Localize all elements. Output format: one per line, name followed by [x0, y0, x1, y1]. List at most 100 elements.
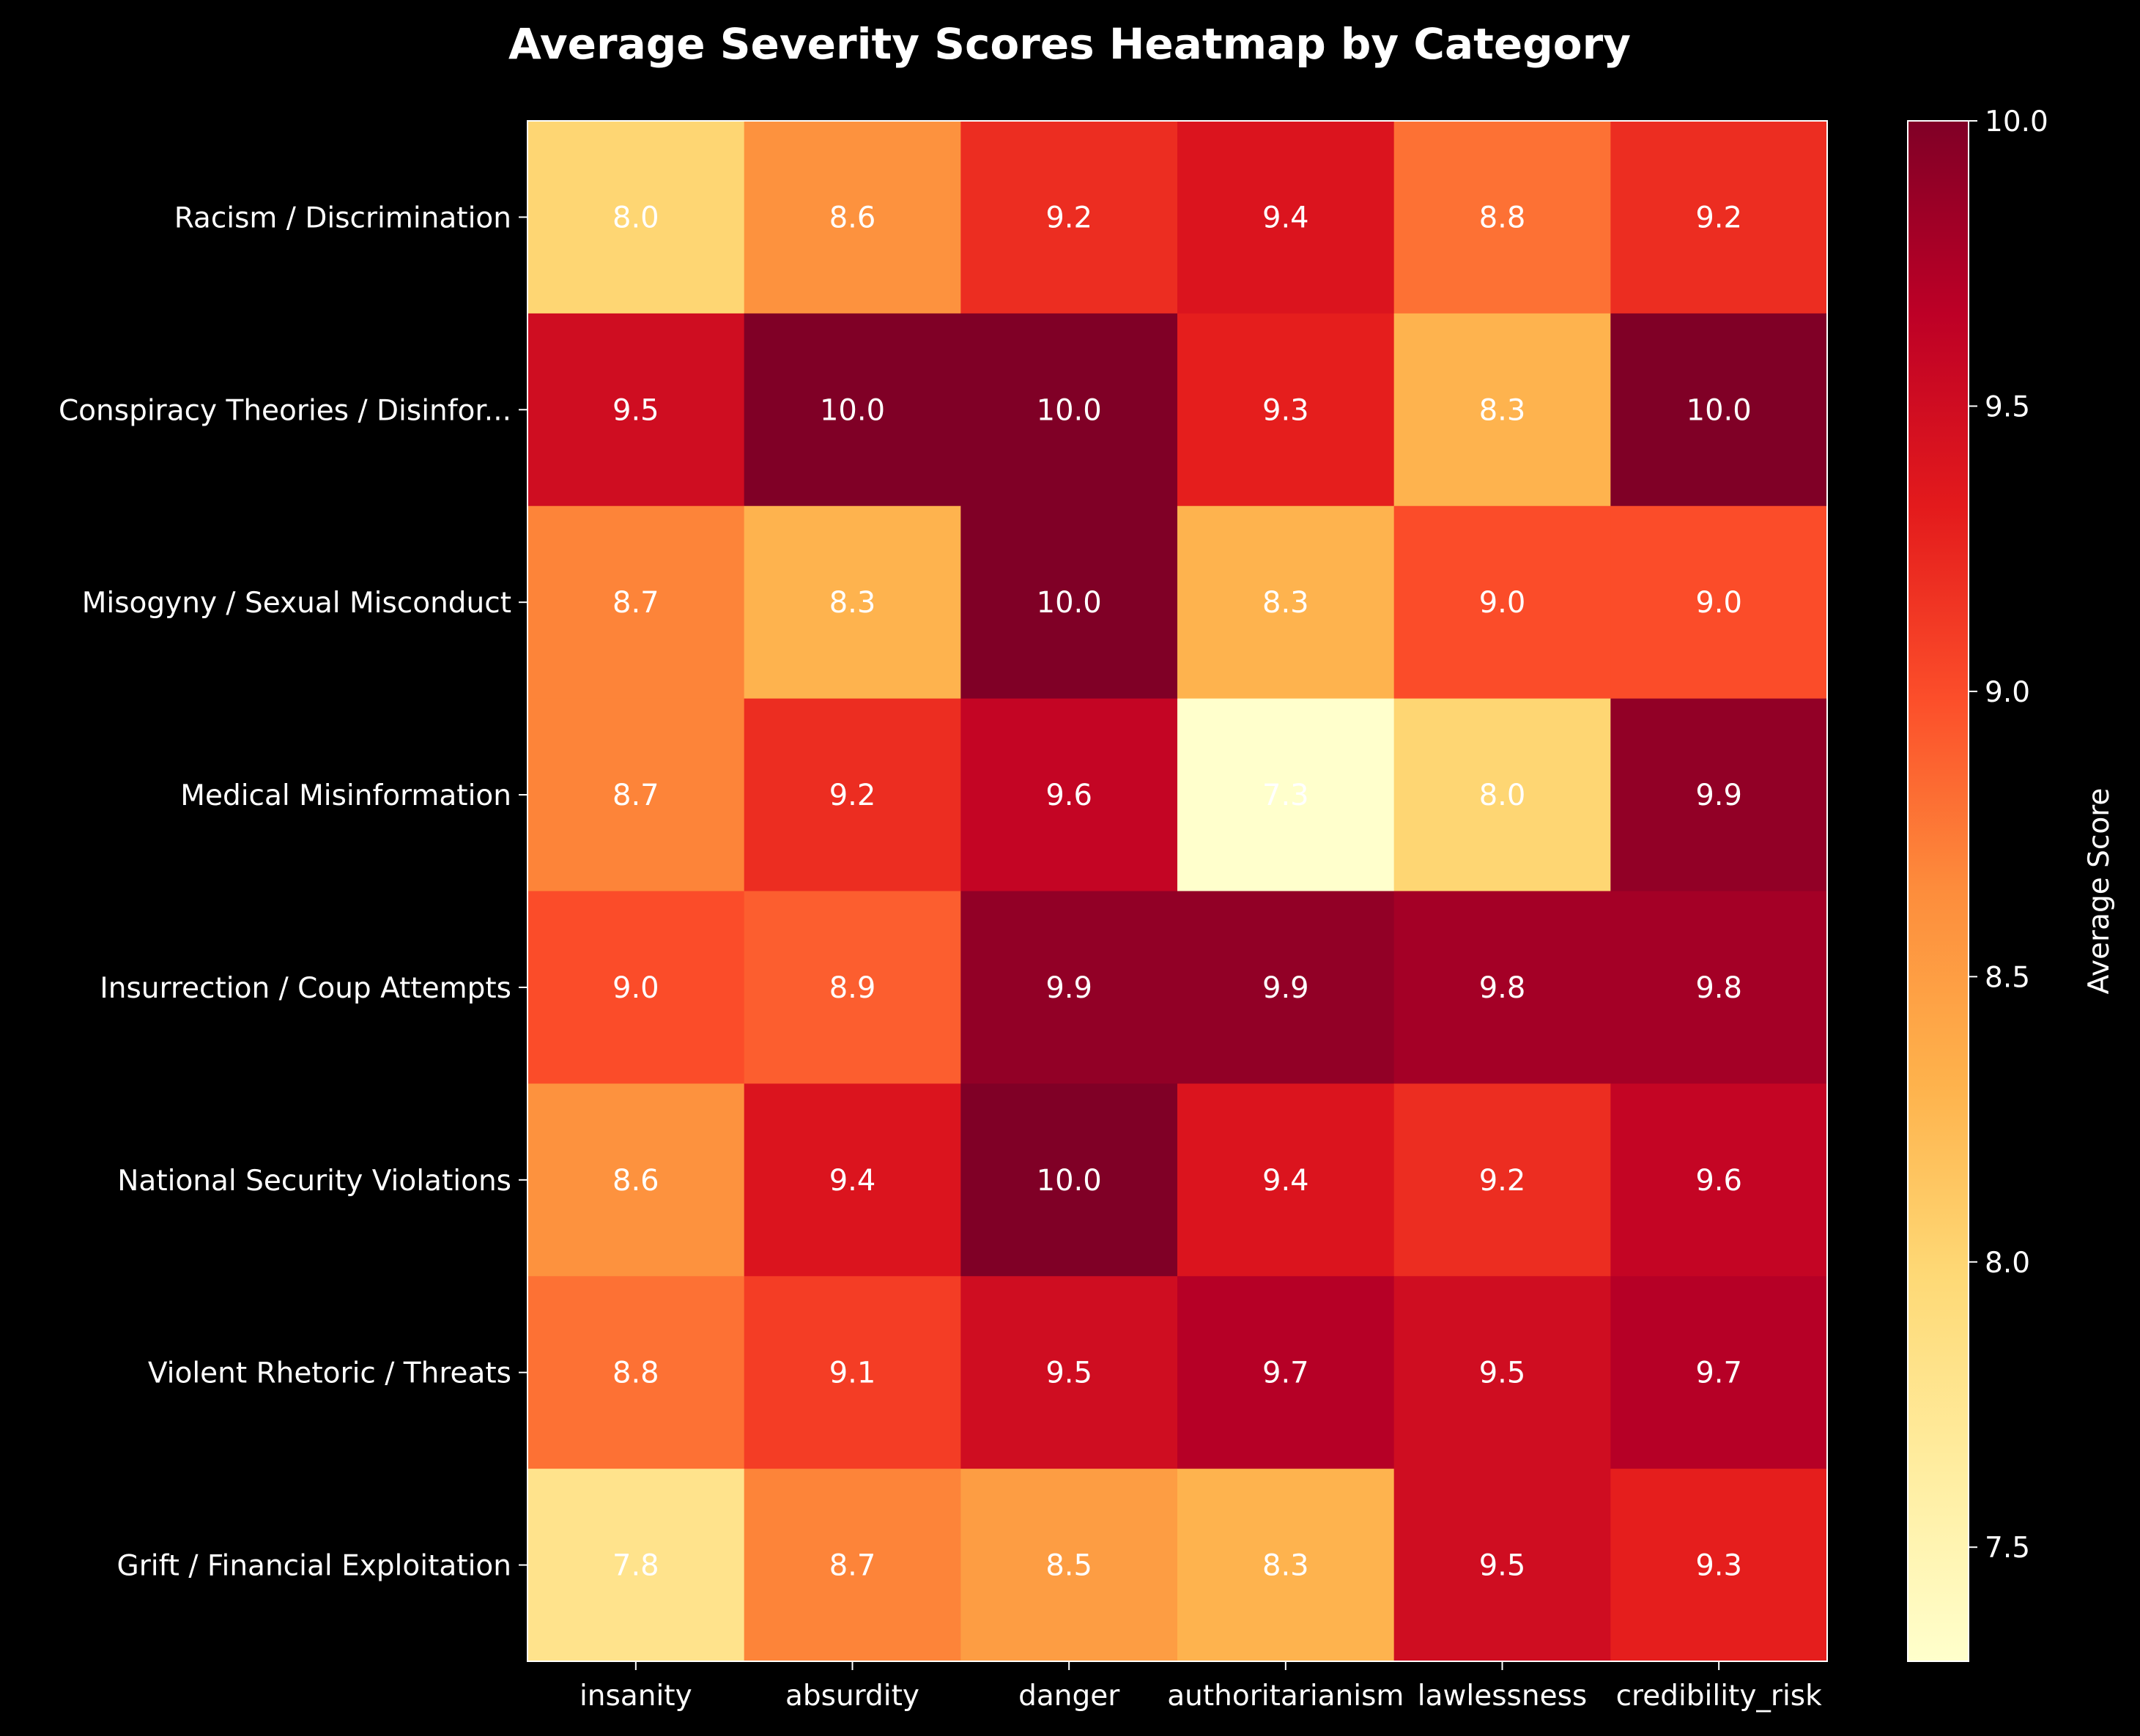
- cell-value-label: 9.4: [1262, 201, 1309, 234]
- row-label: National Security Violations: [117, 1165, 511, 1198]
- cell-value-label: 9.2: [829, 779, 876, 812]
- heatmap-cells: [527, 120, 1828, 1662]
- heatmap-cell: [744, 1083, 961, 1277]
- cell-value-label: 8.6: [829, 201, 876, 234]
- row-labels: Racism / Discrimination Conspiracy Theori…: [59, 201, 527, 1583]
- cell-value-label: 9.6: [1045, 779, 1092, 812]
- cell-value-label: 9.7: [1262, 1357, 1309, 1390]
- heatmap-cell: [1393, 698, 1611, 891]
- cell-value-label: 9.0: [612, 971, 659, 1005]
- cell-value-label: 9.3: [1695, 1549, 1742, 1583]
- heatmap-cell: [1393, 891, 1611, 1084]
- cell-value-label: 9.9: [1045, 971, 1092, 1005]
- cell-value-label: 9.5: [1479, 1549, 1526, 1583]
- heatmap-cell: [1177, 121, 1395, 314]
- heatmap-cell: [527, 1083, 745, 1277]
- heatmap-cell: [1177, 1083, 1395, 1277]
- column-label: credibility_risk: [1616, 1680, 1823, 1713]
- heatmap-cell: [527, 313, 745, 507]
- heatmap-cell: [1177, 891, 1395, 1084]
- cell-value-label: 10.0: [1037, 1164, 1102, 1198]
- cell-value-label: 8.7: [612, 779, 659, 812]
- heatmap-cell: [1177, 1469, 1395, 1662]
- heatmap-cell: [744, 1469, 961, 1662]
- colorbar: 7.5 8.0 8.5 9.0 9.5 10.0 Average Score: [1907, 105, 2116, 1662]
- colorbar-tick-label: 10.0: [1985, 105, 2048, 138]
- cell-value-label: 8.3: [1479, 393, 1526, 427]
- row-label: Violent Rhetoric / Threats: [148, 1357, 511, 1390]
- heatmap-cell: [527, 1276, 745, 1469]
- cell-value-label: 9.2: [1479, 1164, 1526, 1198]
- heatmap-cell: [1177, 1276, 1395, 1469]
- cell-value-label: 8.0: [1479, 779, 1526, 812]
- cell-value-label: 9.7: [1695, 1357, 1742, 1390]
- row-label: Medical Misinformation: [180, 779, 511, 812]
- row-label: Conspiracy Theories / Disinfor...: [59, 394, 511, 427]
- heatmap-cell: [960, 1083, 1178, 1277]
- cell-value-label: 9.1: [829, 1357, 876, 1390]
- colorbar-label: Average Score: [2083, 788, 2116, 995]
- heatmap-cell: [527, 1469, 745, 1662]
- cell-value-label: 8.3: [1262, 586, 1309, 620]
- heatmap-cell: [960, 313, 1178, 507]
- heatmap-cell: [960, 891, 1178, 1084]
- cell-value-label: 9.0: [1695, 586, 1742, 620]
- heatmap-cell: [1177, 313, 1395, 507]
- cell-value-label: 9.9: [1695, 779, 1742, 812]
- cell-value-label: 10.0: [1037, 586, 1102, 620]
- colorbar-tick-label: 9.0: [1985, 676, 2030, 709]
- heatmap-cell: [1610, 505, 1828, 700]
- colorbar-tick-label: 9.5: [1985, 390, 2030, 423]
- cell-value-label: 10.0: [1037, 393, 1102, 427]
- colorbar-gradient: [1907, 120, 1969, 1662]
- heatmap-cell: [1393, 1469, 1611, 1662]
- heatmap-cell: [1610, 1469, 1828, 1662]
- heatmap-cell: [1610, 313, 1828, 507]
- heatmap-cell: [1393, 1083, 1611, 1277]
- cell-value-label: 8.3: [829, 586, 876, 620]
- cell-value-label: 8.8: [612, 1357, 659, 1390]
- heatmap-cell: [960, 121, 1178, 314]
- heatmap-cell: [1177, 505, 1395, 700]
- cell-value-label: 9.2: [1695, 201, 1742, 234]
- cell-value-label: 8.9: [829, 971, 876, 1005]
- row-label: Misogyny / Sexual Misconduct: [82, 587, 511, 620]
- cell-value-label: 8.6: [612, 1164, 659, 1198]
- heatmap-cell: [960, 1469, 1178, 1662]
- column-label: insanity: [580, 1680, 692, 1713]
- heatmap-cell: [744, 698, 961, 891]
- cell-value-label: 9.2: [1045, 201, 1092, 234]
- colorbar-tick-label: 8.5: [1985, 961, 2030, 994]
- heatmap-cell: [527, 698, 745, 891]
- heatmap-cell: [1610, 891, 1828, 1084]
- row-label: Grift / Financial Exploitation: [117, 1550, 511, 1583]
- cell-value-label: 7.3: [1262, 779, 1309, 812]
- cell-value-label: 8.8: [1479, 201, 1526, 234]
- colorbar-tick-label: 8.0: [1985, 1247, 2030, 1280]
- heatmap-cell: [527, 121, 745, 314]
- heatmap-cell: [1393, 121, 1611, 314]
- colorbar-tick-label: 7.5: [1985, 1532, 2030, 1565]
- heatmap-cell: [1610, 1083, 1828, 1277]
- heatmap-cell: [1610, 1276, 1828, 1469]
- heatmap-cell: [1393, 505, 1611, 700]
- heatmap-cell: [960, 1276, 1178, 1469]
- column-labels: insanity absurdity danger authoritarianism l…: [580, 1661, 1822, 1713]
- cell-value-label: 9.5: [1045, 1357, 1092, 1390]
- column-label: authoritarianism: [1167, 1680, 1404, 1713]
- cell-value-label: 9.8: [1479, 971, 1526, 1005]
- row-label: Insurrection / Coup Attempts: [100, 972, 511, 1005]
- cell-value-label: 8.7: [829, 1549, 876, 1583]
- cell-value-label: 9.8: [1695, 971, 1742, 1005]
- heatmap-cell-labels: 8.0 8.6 9.2 9.4 8.8 9.2 9.5 10.0 10.0 9.3 8.3 10.0 8…: [612, 201, 1752, 1582]
- heatmap-cell: [1393, 1276, 1611, 1469]
- column-label: lawlessness: [1418, 1680, 1587, 1713]
- heatmap-cell: [960, 505, 1178, 700]
- heatmap-cell: [1610, 121, 1828, 314]
- cell-value-label: 10.0: [1687, 393, 1752, 427]
- cell-value-label: 9.9: [1262, 971, 1309, 1005]
- cell-value-label: 8.0: [612, 201, 659, 234]
- heatmap-cell: [744, 1276, 961, 1469]
- column-label: danger: [1018, 1680, 1120, 1713]
- heatmap-cell: [527, 505, 745, 700]
